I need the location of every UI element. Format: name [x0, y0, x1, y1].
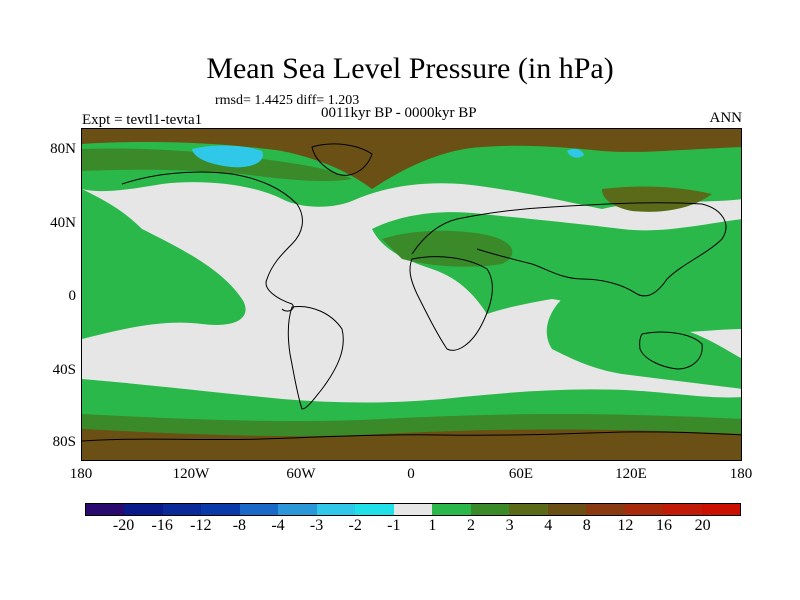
brown-antarctic — [82, 429, 741, 460]
colorbar-tick-label: 12 — [617, 517, 634, 534]
cyan-siberia-spot — [567, 148, 584, 158]
lon-label-180w: 180 — [69, 466, 93, 482]
brown-arctic — [82, 129, 741, 189]
lat-label-0: 0 — [68, 288, 77, 304]
colorbar-swatch — [509, 504, 548, 515]
colorbar-tick-label: -4 — [271, 517, 285, 534]
lat-label-80s: 80S — [52, 434, 76, 450]
colorbar-tick-label: -8 — [232, 517, 247, 534]
colorbar-swatch — [162, 504, 202, 515]
blue-canadian-arctic — [192, 145, 263, 168]
colorbar-tick-label: -3 — [309, 517, 324, 534]
colorbar-swatch — [201, 504, 240, 515]
lat-label-80n: 80N — [50, 141, 76, 157]
colorbar-tick-label: 4 — [544, 517, 553, 534]
colorbar-swatch — [355, 504, 394, 515]
colorbar-tick-label: -20 — [112, 517, 135, 534]
period-text: 0011kyr BP - 0000kyr BP — [321, 105, 477, 121]
colorbar-swatch — [586, 504, 625, 515]
lon-label-60w: 60W — [286, 466, 316, 482]
colorbar-tick-label: -16 — [151, 517, 173, 534]
experiment-label: Expt = tevtl1-tevta1 — [82, 112, 203, 128]
colorbar-swatch — [701, 504, 741, 515]
colorbar-swatch — [316, 504, 356, 515]
map-canvas — [82, 129, 741, 460]
lat-label-40s: 40S — [52, 362, 76, 378]
colorbar-swatch — [393, 504, 433, 515]
colorbar-tick-label: -12 — [190, 517, 212, 534]
lon-label-120w: 120W — [172, 466, 210, 482]
dark-green-north — [82, 148, 352, 182]
dark-green-sahara — [382, 230, 513, 267]
colorbar-swatch — [663, 504, 702, 515]
stats-text: rmsd= 1.4425 diff= 1.203 — [215, 93, 360, 108]
colorbar-swatch — [239, 504, 279, 515]
plot-title: Mean Sea Level Pressure (in hPa) — [206, 52, 614, 85]
coastlines — [82, 143, 741, 442]
colorbar-tick-label: 2 — [467, 517, 475, 534]
lat-label-40n: 40N — [50, 215, 76, 231]
colorbar-swatch — [278, 504, 317, 515]
colorbar-tick-label: -2 — [348, 517, 362, 534]
olive-east-asia — [602, 186, 712, 212]
colorbar-tick-label: 8 — [582, 517, 591, 534]
colorbar-swatch — [432, 504, 471, 515]
light-green-pacific-tropics — [82, 189, 246, 339]
colorbar-tick-label: 3 — [505, 517, 514, 534]
colorbar-swatch — [547, 504, 587, 515]
lon-label-60e: 60E — [508, 466, 534, 482]
colorbar-swatch — [470, 504, 510, 515]
colorbar — [85, 503, 742, 516]
colorbar-tick-label: -1 — [387, 517, 401, 534]
lon-label-180e: 180 — [729, 466, 753, 482]
colorbar-tick-label: 16 — [656, 517, 672, 534]
pressure-anomaly-map — [81, 128, 742, 461]
light-green-indian-ocean — [546, 299, 741, 389]
colorbar-swatch — [624, 504, 664, 515]
colorbar-tick-label: 20 — [694, 517, 711, 534]
season-label: ANN — [709, 110, 743, 126]
colorbar-swatch — [86, 504, 125, 515]
lon-label-120e: 120E — [615, 466, 647, 482]
colorbar-swatch — [124, 504, 163, 515]
colorbar-tick-label: 1 — [428, 517, 437, 534]
lon-label-0: 0 — [407, 466, 415, 482]
